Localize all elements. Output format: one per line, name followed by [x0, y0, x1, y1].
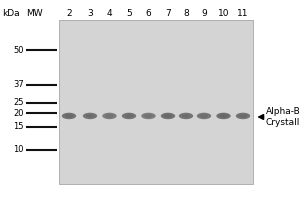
Text: 10: 10	[14, 145, 24, 154]
Text: 50: 50	[14, 46, 24, 55]
Text: 8: 8	[183, 8, 189, 18]
Text: 4: 4	[107, 8, 112, 18]
Ellipse shape	[125, 114, 133, 118]
Ellipse shape	[86, 114, 94, 118]
Ellipse shape	[200, 114, 208, 118]
Text: Alpha-B
Crystallin: Alpha-B Crystallin	[266, 107, 300, 127]
Ellipse shape	[83, 113, 97, 119]
Ellipse shape	[65, 114, 73, 118]
Text: 37: 37	[13, 80, 24, 89]
Ellipse shape	[141, 113, 156, 119]
Ellipse shape	[105, 114, 114, 118]
Ellipse shape	[182, 114, 190, 118]
Ellipse shape	[144, 114, 153, 118]
Text: 15: 15	[14, 122, 24, 131]
Ellipse shape	[102, 113, 117, 119]
Ellipse shape	[216, 113, 231, 119]
Text: 9: 9	[201, 8, 207, 18]
Text: 5: 5	[126, 8, 132, 18]
Text: 20: 20	[14, 109, 24, 118]
Ellipse shape	[161, 113, 175, 119]
Text: 7: 7	[165, 8, 171, 18]
Bar	[58, 20, 253, 184]
Text: 10: 10	[218, 8, 229, 18]
Text: 6: 6	[146, 8, 152, 18]
Text: 2: 2	[66, 8, 72, 18]
Ellipse shape	[219, 114, 228, 118]
Text: 25: 25	[14, 98, 24, 107]
Ellipse shape	[197, 113, 211, 119]
Ellipse shape	[164, 114, 172, 118]
Ellipse shape	[236, 113, 250, 119]
Text: 3: 3	[87, 8, 93, 18]
Text: 11: 11	[237, 8, 249, 18]
Ellipse shape	[62, 113, 76, 119]
Ellipse shape	[239, 114, 247, 118]
Text: kDa: kDa	[2, 8, 19, 18]
Text: MW: MW	[26, 8, 43, 18]
Ellipse shape	[179, 113, 193, 119]
Ellipse shape	[122, 113, 136, 119]
